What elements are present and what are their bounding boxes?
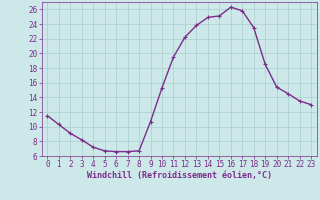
X-axis label: Windchill (Refroidissement éolien,°C): Windchill (Refroidissement éolien,°C) (87, 171, 272, 180)
